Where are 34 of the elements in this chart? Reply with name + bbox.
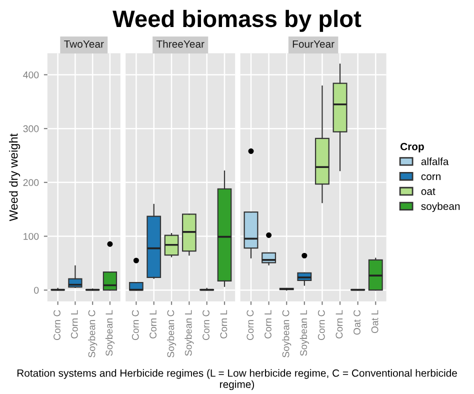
x-tick-label: Soybean C <box>166 310 176 358</box>
x-tick-label: Corn L <box>70 310 78 338</box>
x-tick-label: Soybean L <box>184 310 194 356</box>
y-tick-label: 400 <box>23 71 39 78</box>
chart-title: ThreeYear <box>156 40 204 48</box>
x-tick-label: Corn L <box>264 310 272 338</box>
chart-title: TwoYear <box>64 40 104 48</box>
x-tick-label: Corn C <box>318 310 325 340</box>
x-tick-label: Corn L <box>150 310 156 338</box>
text: Weed biomass by plot <box>112 10 362 32</box>
x-tick-label: Corn C <box>202 310 210 340</box>
x-tick-label: Soybean C <box>282 310 292 358</box>
x-tick-label: Oat L <box>371 310 378 334</box>
x-tick-label: Soybean L <box>105 310 114 356</box>
legend-label: corn <box>421 174 440 180</box>
y-tick-label: 0 <box>34 286 39 294</box>
x-tick-label: Corn L <box>336 310 343 338</box>
x-tick-label: Soybean L <box>300 310 309 356</box>
x-axis-title: Rotation systems and Herbicide regimes (L = Low herbicide regime, C = Conventional herbicide regime) <box>17 369 457 390</box>
x-tick-label: Corn C <box>132 310 139 340</box>
x-tick-label: Corn L <box>220 310 228 338</box>
x-tick-label: Corn C <box>54 310 60 340</box>
legend-label: oat <box>421 188 436 196</box>
y-tick-label: 300 <box>23 125 39 132</box>
x-tick-label: Corn C <box>246 310 254 340</box>
x-tick-label: Oat C <box>354 310 360 335</box>
x-tick-label: Soybean C <box>88 310 98 358</box>
legend-title: Crop <box>400 142 424 152</box>
chart-title: FourYear <box>292 40 334 48</box>
y-tick-label: 200 <box>23 179 39 186</box>
y-tick-label: 100 <box>24 232 39 240</box>
legend-label: alfalfa <box>421 158 449 166</box>
legend-label: soybean <box>421 202 460 212</box>
y-axis-title: Weed dry weight <box>9 134 20 222</box>
